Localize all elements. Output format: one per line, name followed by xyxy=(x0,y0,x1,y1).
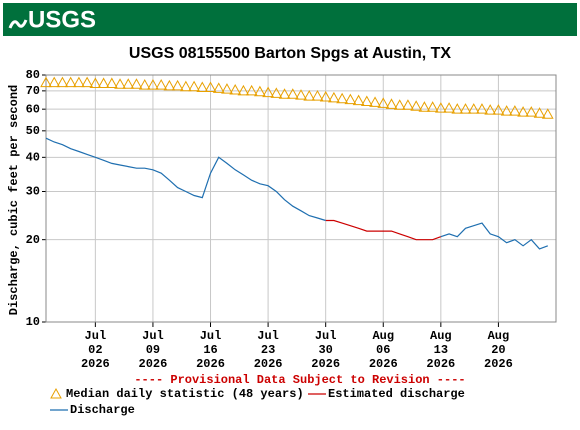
median-marker xyxy=(188,80,200,92)
data-line xyxy=(440,222,549,250)
median-marker xyxy=(155,79,168,90)
median-marker xyxy=(64,76,77,88)
x-tick-label: Jul 30 2026 xyxy=(311,329,340,371)
median-marker xyxy=(467,103,480,114)
x-tick-label: Aug 20 2026 xyxy=(484,329,513,371)
median-marker xyxy=(163,79,176,91)
median-marker xyxy=(509,105,521,116)
median-marker xyxy=(328,91,340,103)
median-marker xyxy=(81,76,93,88)
data-line xyxy=(325,219,442,241)
median-marker xyxy=(533,107,546,118)
median-marker xyxy=(147,79,159,90)
median-marker xyxy=(221,83,233,94)
legend-label: Discharge xyxy=(70,403,135,417)
median-marker xyxy=(451,103,464,114)
median-marker xyxy=(352,94,365,106)
y-tick-label: 20 xyxy=(26,233,40,247)
chart-title: USGS 08155500 Barton Spgs at Austin, TX xyxy=(129,45,452,62)
x-tick-label: Jul 02 2026 xyxy=(81,329,110,371)
median-marker xyxy=(492,104,505,115)
median-marker xyxy=(105,77,118,88)
median-marker xyxy=(204,81,217,93)
logo-wave xyxy=(8,19,28,29)
median-marker xyxy=(525,106,538,117)
median-marker xyxy=(114,78,126,89)
median-marker xyxy=(311,90,324,101)
median-marker xyxy=(237,84,250,96)
median-marker xyxy=(319,90,332,102)
median-marker xyxy=(97,77,110,88)
median-marker xyxy=(212,82,225,93)
legend-label: Median daily statistic (48 years) xyxy=(66,387,304,401)
median-marker xyxy=(476,103,488,114)
legend-marker xyxy=(50,387,62,399)
median-marker xyxy=(48,76,61,88)
median-marker xyxy=(40,76,52,88)
median-marker xyxy=(541,108,554,119)
median-marker xyxy=(443,102,455,113)
median-marker xyxy=(459,103,472,114)
median-marker xyxy=(89,77,102,88)
median-marker xyxy=(262,86,274,98)
median-marker xyxy=(130,78,143,89)
median-marker xyxy=(73,76,85,88)
median-marker xyxy=(500,105,513,116)
median-marker xyxy=(410,100,423,111)
median-marker xyxy=(303,90,316,101)
median-marker xyxy=(517,106,529,117)
median-marker xyxy=(278,88,291,99)
median-marker xyxy=(402,99,414,110)
median-marker xyxy=(377,97,390,108)
data-line xyxy=(45,137,326,222)
median-marker xyxy=(270,87,283,98)
x-tick-label: Aug 06 2026 xyxy=(369,329,398,371)
provisional-note: ---- Provisional Data Subject to Revisio… xyxy=(134,373,465,387)
y-tick-label: 70 xyxy=(26,84,40,98)
median-marker xyxy=(418,101,431,112)
legend-label: Estimated discharge xyxy=(328,387,465,401)
logo: USGS xyxy=(28,6,96,33)
plot-frame xyxy=(45,74,557,323)
median-marker xyxy=(344,93,357,105)
y-tick-label: 30 xyxy=(26,185,40,199)
median-marker xyxy=(336,92,348,104)
x-tick-label: Aug 13 2026 xyxy=(426,329,455,371)
median-marker xyxy=(295,89,307,100)
median-marker xyxy=(286,88,299,99)
x-tick-label: Jul 23 2026 xyxy=(254,329,283,371)
median-marker xyxy=(360,95,373,107)
median-marker xyxy=(434,102,447,113)
y-tick-label: 50 xyxy=(26,124,40,138)
median-marker xyxy=(393,99,406,110)
y-tick-label: 10 xyxy=(26,315,40,329)
x-tick-label: Jul 09 2026 xyxy=(139,329,168,371)
x-tick-label: Jul 16 2026 xyxy=(196,329,225,371)
y-tick-label: 80 xyxy=(26,68,40,82)
median-marker xyxy=(245,84,258,96)
y-tick-label: 60 xyxy=(26,102,40,116)
median-marker xyxy=(229,83,242,95)
median-marker xyxy=(369,96,381,107)
median-marker xyxy=(385,98,398,109)
median-marker xyxy=(179,80,192,92)
y-tick-label: 40 xyxy=(26,151,40,165)
y-axis-label: Discharge, cubic feet per second xyxy=(7,85,21,315)
median-marker xyxy=(196,81,209,93)
header-bar xyxy=(3,3,577,36)
median-marker xyxy=(484,104,497,115)
median-marker xyxy=(122,78,135,89)
median-marker xyxy=(138,79,151,90)
median-marker xyxy=(254,85,266,97)
median-marker xyxy=(56,76,69,88)
median-marker xyxy=(171,79,184,91)
median-marker xyxy=(426,101,439,112)
